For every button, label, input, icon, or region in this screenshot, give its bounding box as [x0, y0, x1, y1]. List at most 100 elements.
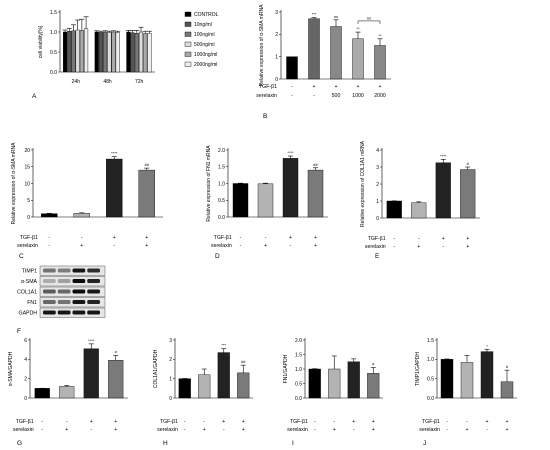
y-tick-label: 0.0 [218, 215, 225, 221]
row-value: - [291, 93, 293, 99]
row-label: TGF-β1 [214, 235, 232, 241]
bar [440, 359, 454, 399]
y-tick-label: 2.0 [295, 338, 302, 344]
bar [347, 361, 360, 399]
y-tick-label: 3 [376, 165, 379, 171]
x-tick-label: 24h [72, 79, 81, 85]
legend-label: 2000ng/ml [194, 62, 217, 68]
legend-label: 1000ng/ml [194, 52, 217, 58]
row-label: serelaxin [256, 93, 277, 99]
panel-label: A [32, 93, 37, 100]
bar [83, 348, 99, 399]
blot-row-label: COL1A1 [17, 290, 37, 296]
significance-mark: **** [440, 153, 447, 158]
row-label: TGF-β1 [160, 419, 178, 425]
panel-D-chart: 0.0 0.5 1.0 1.5 2.0 Relative expression of FN… [206, 145, 328, 260]
panel-label: D [215, 253, 220, 260]
significance-mark: ## [241, 359, 246, 364]
blot-band [72, 300, 86, 304]
row-label: serelaxin [211, 243, 232, 249]
row-value: - [291, 84, 293, 90]
x-tick-label: 48h [103, 79, 112, 85]
x-tick-label: 72h [135, 79, 144, 85]
y-tick-label: 3 [169, 338, 172, 344]
legend-swatch [184, 61, 192, 67]
bar [63, 31, 68, 73]
row-value: - [313, 93, 315, 99]
y-tick-label: 1 [376, 199, 379, 205]
significance-mark: *** [221, 343, 226, 348]
y-axis-label: Relative expression of α-SMA mRNA [259, 4, 265, 86]
blot-band [87, 268, 100, 273]
bar [126, 31, 131, 73]
bar [130, 32, 135, 73]
y-tick-label: 1.0 [50, 30, 57, 36]
panel-A-chart: 0.0 0.5 1.0 1.5 cell viability[%] A 24h 48h 72h C… [32, 10, 219, 100]
row-value: - [113, 243, 115, 249]
row-label: TGF-β1 [16, 419, 34, 425]
row-value: - [314, 419, 316, 425]
row-value: - [442, 244, 444, 250]
row-value: + [264, 243, 267, 249]
blot-band [87, 289, 100, 294]
blot-band [72, 310, 86, 315]
bar [41, 213, 58, 218]
row-value: - [81, 235, 83, 241]
row-value: - [90, 427, 92, 433]
legend-swatch [184, 31, 192, 37]
row-value: 1000 [352, 93, 364, 99]
row-value: - [393, 244, 395, 250]
row-value: + [242, 419, 245, 425]
row-value: - [184, 427, 186, 433]
row-value: - [466, 419, 468, 425]
legend-swatch [184, 41, 192, 47]
blot-band [72, 289, 86, 294]
blot-row-label: TIMP1 [22, 269, 37, 275]
bar [460, 362, 474, 399]
bar [84, 28, 89, 73]
bar [217, 352, 230, 399]
blot-band [72, 268, 86, 273]
row-value: - [486, 427, 488, 433]
blot-band [57, 279, 71, 283]
legend-swatch [184, 51, 192, 57]
blot-band [43, 300, 56, 304]
y-tick-label: 1.5 [427, 338, 434, 344]
panel-label: H [163, 440, 168, 447]
row-value: + [312, 84, 315, 90]
panel-label: E [375, 253, 380, 260]
blot-band [57, 300, 71, 304]
legend-label: 500ng/ml [194, 42, 215, 48]
significance-mark: * [486, 343, 488, 348]
row-value: + [466, 244, 469, 250]
row-value: + [417, 244, 420, 250]
y-tick-label: 1.5 [50, 10, 57, 16]
bar [103, 31, 108, 73]
y-tick-label: 1.0 [218, 181, 225, 187]
bar [79, 30, 84, 73]
bar [500, 381, 514, 399]
row-label: TGF-β1 [368, 236, 386, 242]
bar [480, 351, 494, 399]
row-label: TGF-β1 [259, 84, 277, 90]
blot-band [43, 279, 56, 283]
bar [328, 368, 341, 399]
row-value: - [446, 427, 448, 433]
bar [178, 378, 191, 399]
y-tick-label: 0.5 [50, 50, 57, 56]
y-tick-label: 0 [169, 396, 172, 402]
legend-swatch [184, 21, 192, 27]
bar [94, 31, 99, 73]
blot-band [57, 289, 71, 294]
y-tick-label: 0 [27, 215, 30, 221]
panel-B-chart: 0 1 2 3 Relative expression of α-SMA mRNA B **… [256, 4, 391, 120]
bar [286, 56, 298, 80]
row-value: - [446, 419, 448, 425]
row-value: - [184, 419, 186, 425]
row-value: + [145, 235, 148, 241]
row-value: + [314, 235, 317, 241]
panel-label: F [17, 328, 21, 335]
legend-label: CONTROL [194, 12, 219, 18]
bar [108, 360, 124, 399]
